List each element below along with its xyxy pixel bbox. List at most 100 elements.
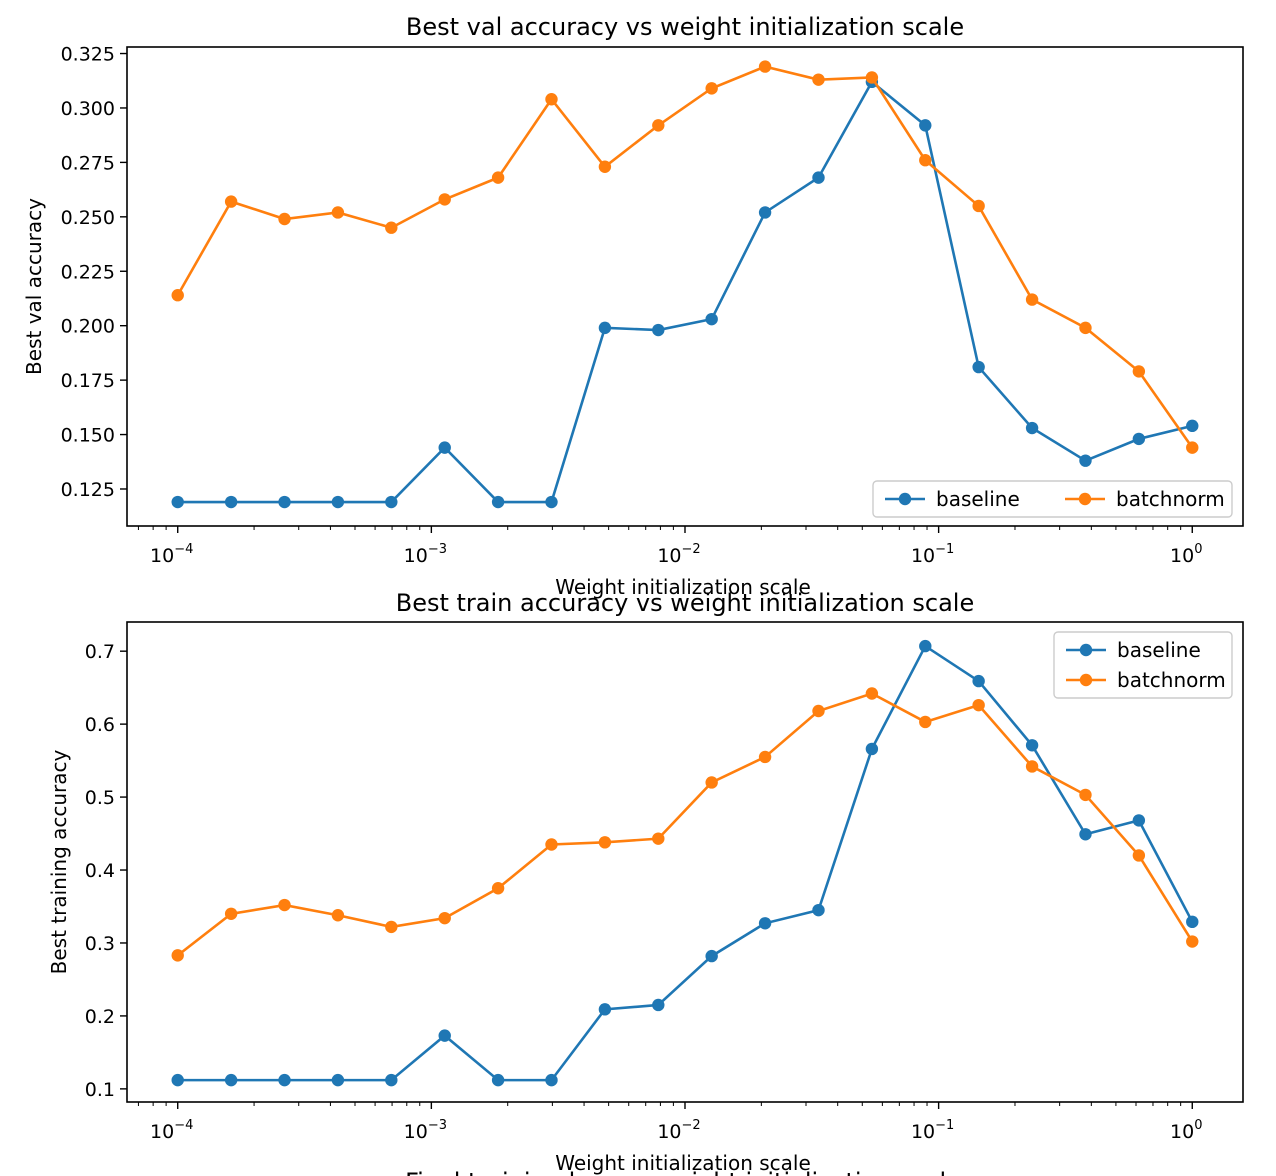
data-point bbox=[224, 907, 238, 920]
data-point bbox=[1186, 441, 1199, 454]
y-tick-label: 0.225 bbox=[61, 261, 115, 283]
data-point bbox=[598, 1003, 612, 1016]
data-point bbox=[598, 160, 612, 173]
x-tick-exponent: −4 bbox=[174, 542, 193, 557]
series-batchnorm bbox=[171, 60, 1199, 454]
data-point bbox=[438, 441, 451, 454]
data-point bbox=[491, 171, 505, 184]
data-point bbox=[224, 195, 238, 208]
x-tick-exponent: 0 bbox=[1194, 1118, 1202, 1133]
x-axis-label: Weight initialization scale bbox=[555, 1151, 811, 1175]
series-line-batchnorm bbox=[176, 65, 1194, 449]
y-tick-label: 0.1 bbox=[85, 1079, 115, 1101]
x-tick-exponent: −3 bbox=[428, 1118, 447, 1133]
data-point bbox=[1025, 421, 1039, 435]
data-point bbox=[919, 154, 932, 167]
data-point bbox=[1132, 814, 1146, 827]
data-point bbox=[278, 898, 291, 912]
data-point bbox=[545, 495, 558, 509]
data-point bbox=[331, 1073, 345, 1087]
y-tick-label: 0.175 bbox=[61, 370, 115, 392]
y-tick-label: 0.6 bbox=[85, 714, 115, 736]
data-point bbox=[1186, 935, 1199, 948]
data-point bbox=[171, 949, 184, 962]
data-point bbox=[1186, 915, 1199, 929]
data-point bbox=[491, 1073, 505, 1087]
x-tick-exponent: 0 bbox=[1194, 542, 1202, 557]
data-point bbox=[865, 742, 879, 756]
data-point bbox=[919, 715, 932, 729]
data-point bbox=[919, 639, 932, 653]
data-point bbox=[491, 495, 505, 509]
data-point bbox=[1079, 454, 1092, 467]
data-point bbox=[865, 71, 879, 84]
series-batchnorm bbox=[171, 687, 1199, 962]
x-tick-label: 10−2 bbox=[657, 1118, 700, 1143]
y-axis-label: Best training accuracy bbox=[47, 749, 71, 974]
data-point bbox=[438, 911, 451, 925]
legend-swatch-marker bbox=[1079, 673, 1093, 687]
data-point bbox=[171, 289, 184, 302]
legend-label-baseline: baseline bbox=[1117, 638, 1201, 662]
data-point bbox=[1186, 419, 1199, 433]
data-point bbox=[812, 903, 825, 917]
data-point bbox=[1025, 739, 1039, 752]
data-point bbox=[652, 119, 665, 132]
next-chart-title-partial: Final training loss vs weight initializa… bbox=[405, 1168, 961, 1176]
data-point bbox=[972, 199, 985, 213]
x-tick-label: 10−3 bbox=[404, 1118, 447, 1143]
data-point bbox=[385, 1073, 398, 1087]
y-tick-label: 0.275 bbox=[61, 152, 115, 174]
series-baseline bbox=[171, 75, 1199, 509]
x-tick-exponent: −1 bbox=[935, 542, 954, 557]
data-point bbox=[865, 687, 879, 700]
data-point bbox=[812, 704, 825, 718]
data-point bbox=[1079, 828, 1092, 841]
y-tick-label: 0.250 bbox=[61, 207, 115, 229]
data-point bbox=[224, 1073, 238, 1087]
data-point bbox=[545, 93, 558, 106]
data-point bbox=[545, 838, 558, 851]
data-point bbox=[1132, 365, 1146, 378]
data-point bbox=[705, 82, 718, 95]
data-point bbox=[545, 1073, 558, 1087]
data-point bbox=[1025, 760, 1039, 773]
x-tick-label: 10−1 bbox=[911, 1118, 954, 1143]
data-point bbox=[812, 73, 825, 86]
x-tick-label: 10−1 bbox=[911, 542, 954, 567]
x-tick-exponent: −2 bbox=[682, 1118, 701, 1133]
data-point bbox=[278, 495, 291, 509]
data-point bbox=[705, 776, 718, 789]
data-point bbox=[812, 171, 825, 184]
data-point bbox=[385, 221, 398, 234]
data-point bbox=[652, 998, 665, 1012]
data-point bbox=[1025, 293, 1039, 306]
data-point bbox=[331, 206, 345, 219]
data-point bbox=[652, 832, 665, 845]
data-point bbox=[705, 949, 718, 963]
data-point bbox=[331, 495, 345, 509]
y-tick-label: 0.325 bbox=[61, 44, 115, 66]
chart-title: Best val accuracy vs weight initializati… bbox=[406, 13, 964, 41]
x-tick-label: 10−3 bbox=[404, 542, 447, 567]
x-tick-label: 10−4 bbox=[150, 542, 193, 567]
x-tick-exponent: −4 bbox=[174, 1118, 193, 1133]
series-line-baseline bbox=[177, 644, 1194, 1082]
y-tick-label: 0.7 bbox=[85, 641, 115, 663]
legend-label-batchnorm: batchnorm bbox=[1117, 668, 1226, 692]
data-point bbox=[598, 836, 612, 849]
x-axis-label: Weight initialization scale bbox=[555, 575, 811, 599]
data-point bbox=[1132, 432, 1146, 446]
series-line-batchnorm bbox=[176, 692, 1194, 957]
data-point bbox=[972, 360, 985, 374]
data-point bbox=[758, 750, 772, 764]
data-point bbox=[758, 206, 772, 219]
legend-swatch-marker bbox=[1078, 492, 1092, 506]
x-tick-label: 100 bbox=[1170, 542, 1202, 567]
data-point bbox=[1079, 788, 1092, 802]
data-point bbox=[758, 60, 772, 73]
y-tick-label: 0.125 bbox=[61, 479, 115, 501]
data-point bbox=[171, 1073, 184, 1087]
x-tick-label: 100 bbox=[1170, 1118, 1202, 1143]
